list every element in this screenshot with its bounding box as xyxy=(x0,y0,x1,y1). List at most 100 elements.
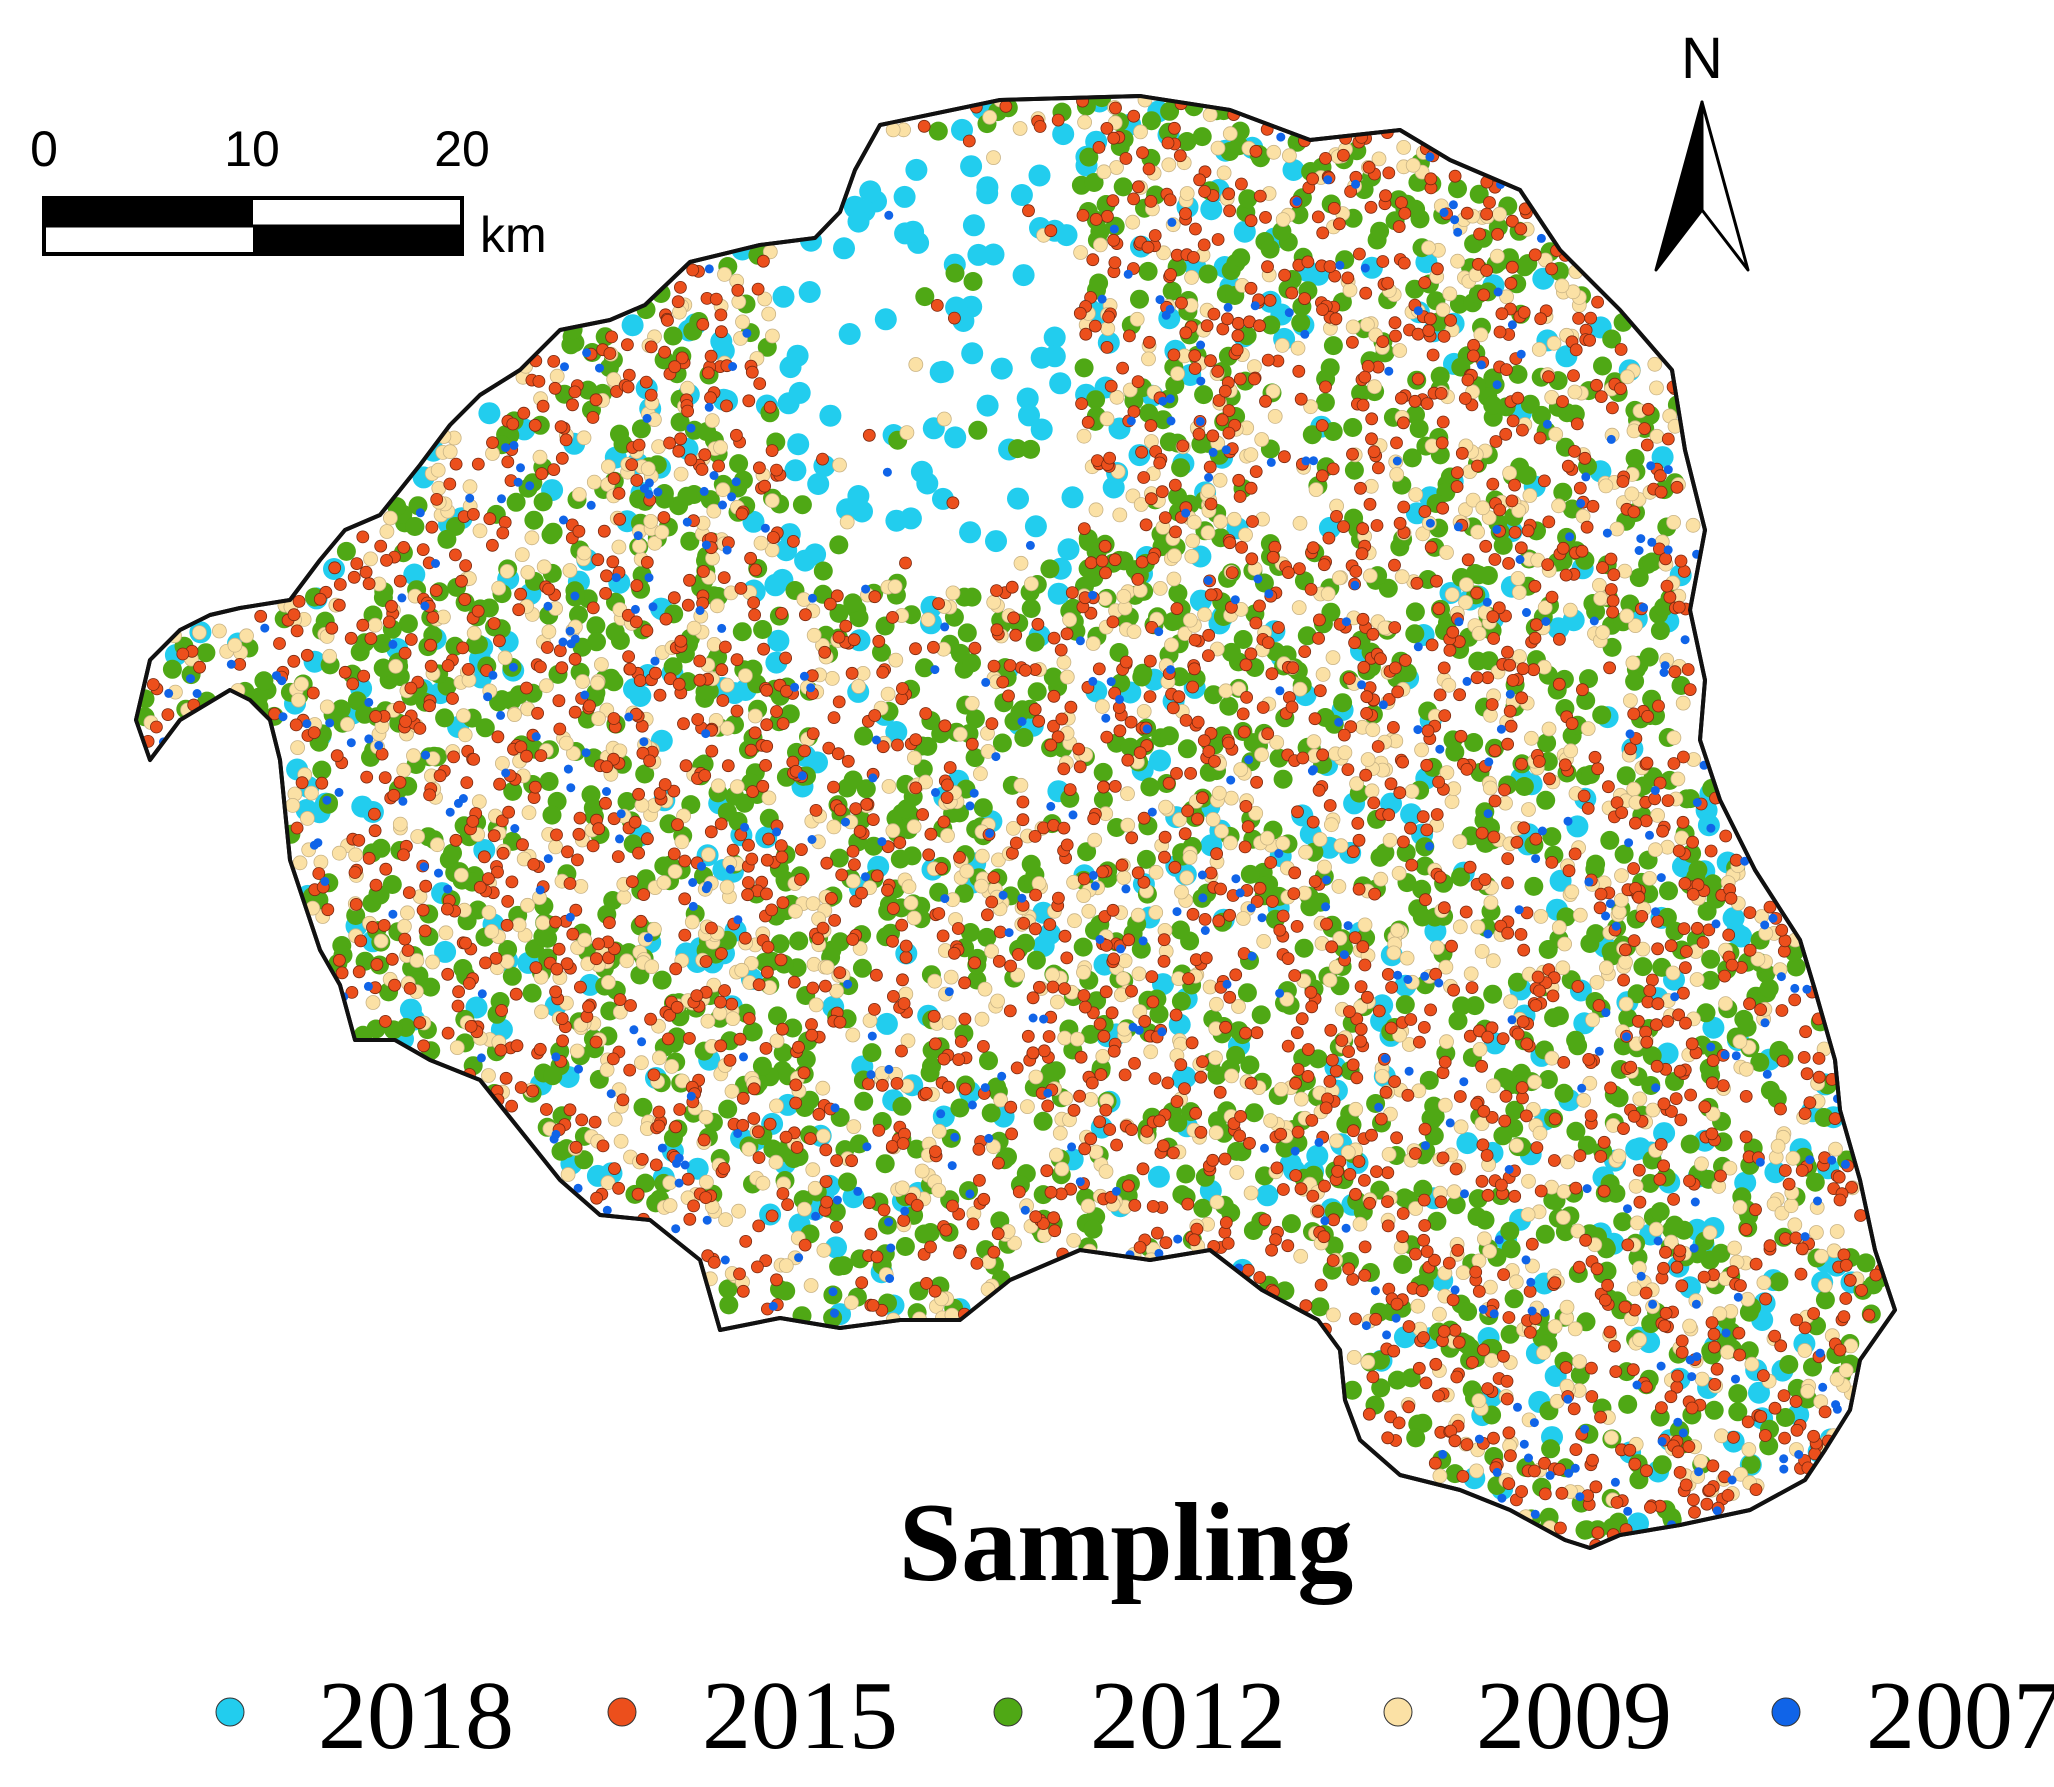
sample-point-2012 xyxy=(502,966,522,986)
sample-point-2009 xyxy=(511,917,527,933)
sample-point-2015 xyxy=(1504,719,1518,733)
sample-point-2015 xyxy=(1470,586,1484,600)
sample-point-2009 xyxy=(709,598,725,614)
sample-point-2009 xyxy=(1362,568,1378,584)
sample-point-2018 xyxy=(621,314,644,337)
sample-point-2015 xyxy=(1213,1085,1227,1099)
sample-point-2015 xyxy=(1453,688,1466,702)
sample-point-2015 xyxy=(658,345,671,359)
sample-point-2015 xyxy=(1659,1245,1672,1259)
sample-point-2015 xyxy=(1156,1139,1170,1153)
sample-point-2009 xyxy=(1223,835,1238,851)
sample-point-2015 xyxy=(1397,835,1410,849)
sample-point-2015 xyxy=(290,624,304,638)
sample-point-2015 xyxy=(1646,973,1659,987)
sample-point-2009 xyxy=(1254,747,1269,762)
sample-point-2012 xyxy=(1759,978,1779,998)
sample-point-2012 xyxy=(1629,568,1649,588)
sample-point-2015 xyxy=(832,630,846,644)
sample-point-2015 xyxy=(1501,852,1515,865)
sample-point-2015 xyxy=(632,846,645,860)
sample-point-2018 xyxy=(1043,345,1066,368)
sample-point-2015 xyxy=(1511,1027,1525,1041)
sample-point-2012 xyxy=(1273,769,1293,789)
sample-point-2015 xyxy=(1722,928,1736,942)
sample-point-2009 xyxy=(1088,1144,1104,1160)
sample-point-2015 xyxy=(500,918,514,932)
sample-point-2015 xyxy=(853,825,867,838)
sample-point-2009 xyxy=(1045,967,1060,983)
sample-point-2015 xyxy=(1272,621,1285,634)
sample-point-2015 xyxy=(1481,671,1495,685)
sample-point-2009 xyxy=(1585,1012,1600,1028)
sample-point-2009 xyxy=(851,679,866,694)
sample-point-2015 xyxy=(1586,499,1600,513)
sample-point-2009 xyxy=(1200,483,1216,499)
sample-point-2009 xyxy=(1502,465,1517,481)
sample-point-2009 xyxy=(704,413,720,429)
sample-point-2009 xyxy=(1148,864,1164,880)
sample-point-2015 xyxy=(1546,989,1560,1003)
sample-point-2018 xyxy=(1016,387,1039,410)
sample-point-2015 xyxy=(1391,685,1405,699)
sample-point-2015 xyxy=(1431,262,1444,276)
sample-point-2015 xyxy=(1253,1271,1267,1284)
sample-point-2015 xyxy=(1515,757,1528,771)
sample-point-2015 xyxy=(625,458,639,472)
sample-point-2009 xyxy=(1184,269,1199,285)
sample-point-2012 xyxy=(1639,647,1659,667)
sample-point-2009 xyxy=(1439,1034,1454,1050)
sample-point-2015 xyxy=(953,1246,966,1260)
sample-point-2009 xyxy=(1665,965,1681,981)
sample-point-2015 xyxy=(872,1124,886,1137)
sample-point-2009 xyxy=(1442,286,1458,302)
sample-point-2015 xyxy=(1557,1056,1571,1069)
sample-point-2015 xyxy=(1661,1015,1674,1028)
sample-point-2009 xyxy=(499,954,515,969)
sample-point-2015 xyxy=(1800,1067,1814,1081)
sample-point-2012 xyxy=(1040,1063,1060,1083)
sample-point-2015 xyxy=(1627,707,1641,721)
sample-point-2009 xyxy=(367,617,383,633)
sample-point-2015 xyxy=(573,811,587,825)
sample-point-2009 xyxy=(1382,832,1398,848)
sample-point-2015 xyxy=(1673,1466,1687,1479)
sample-point-2015 xyxy=(751,282,765,296)
sample-point-2015 xyxy=(1480,264,1493,277)
sample-point-2012 xyxy=(398,614,418,634)
sample-point-2012 xyxy=(577,709,597,729)
sample-point-2015 xyxy=(715,947,728,960)
sample-point-2015 xyxy=(1291,1063,1305,1076)
sample-point-2015 xyxy=(1186,907,1200,921)
sample-point-2015 xyxy=(1759,1292,1772,1306)
sample-point-2015 xyxy=(313,592,327,606)
sample-point-2012 xyxy=(1568,1036,1588,1056)
sample-point-2018 xyxy=(1024,515,1047,538)
sample-point-2009 xyxy=(410,829,426,844)
sample-point-2015 xyxy=(1239,658,1253,672)
sample-point-2015 xyxy=(653,688,667,702)
sample-point-2015 xyxy=(1073,306,1087,320)
sample-point-2012 xyxy=(539,772,559,791)
sample-point-2015 xyxy=(715,663,729,677)
sample-point-2015 xyxy=(1818,1405,1832,1419)
sample-point-2009 xyxy=(576,545,592,561)
sample-point-2015 xyxy=(1305,1114,1319,1127)
sample-point-2015 xyxy=(622,650,635,663)
sample-point-2015 xyxy=(1621,1238,1635,1252)
sample-point-2015 xyxy=(733,1267,746,1281)
sample-point-2009 xyxy=(990,993,1005,1009)
sample-point-2015 xyxy=(533,1042,547,1056)
sample-point-2015 xyxy=(678,928,692,942)
sample-point-2015 xyxy=(1401,1088,1415,1102)
sample-point-2015 xyxy=(1222,426,1236,440)
sample-point-2012 xyxy=(890,849,910,869)
sample-point-2015 xyxy=(1502,1426,1516,1440)
sample-point-2018 xyxy=(1030,418,1053,441)
sample-point-2015 xyxy=(1466,1356,1479,1369)
sample-point-2009 xyxy=(294,676,309,692)
sample-point-2009 xyxy=(1399,950,1415,966)
sample-point-2009 xyxy=(1097,591,1113,607)
sample-point-2018 xyxy=(787,433,810,456)
sample-point-2009 xyxy=(1028,1069,1044,1085)
